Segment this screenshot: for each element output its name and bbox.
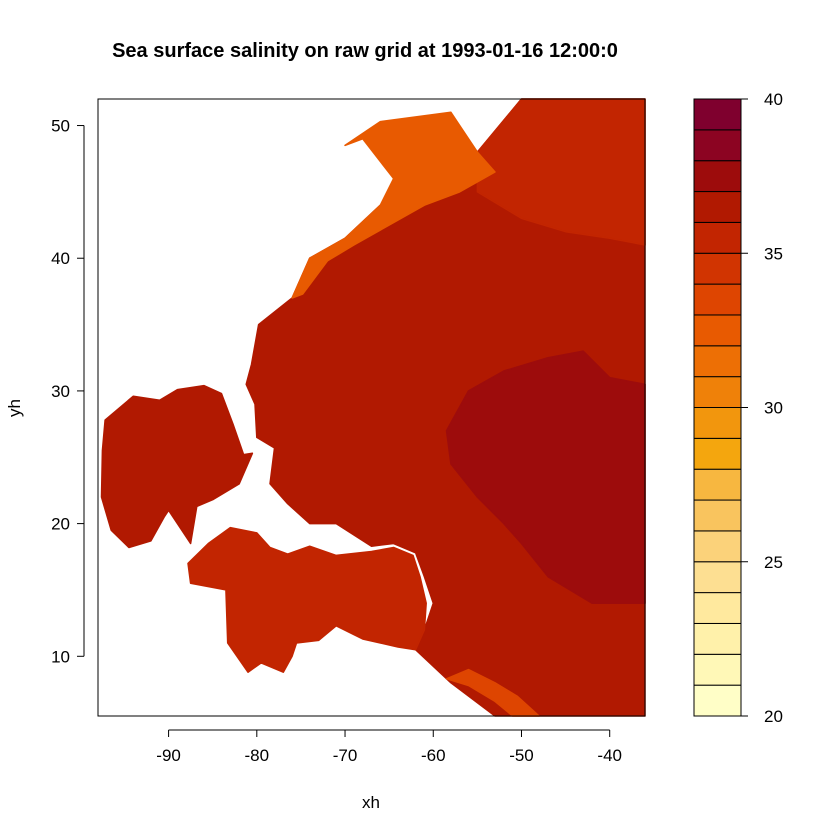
legend-swatch	[693, 592, 742, 624]
x-tick-label: -40	[597, 746, 622, 765]
y-tick-label: 50	[51, 117, 70, 136]
region-subtropical-maximum	[445, 350, 646, 604]
y-tick-label: 30	[51, 382, 70, 401]
legend-swatch	[693, 407, 742, 439]
region-gulf-of-mexico	[100, 384, 254, 549]
legend-swatch	[693, 191, 742, 223]
y-axis: 10 20 30 40 50	[51, 117, 85, 666]
y-tick-label: 40	[51, 249, 70, 268]
x-tick-label: -80	[245, 746, 270, 765]
legend-tick-label: 35	[764, 244, 783, 263]
legend-swatch	[693, 283, 742, 316]
legend-swatch	[693, 653, 742, 686]
color-legend: 20 25 30 35 40	[693, 90, 783, 726]
region-caribbean-sea	[187, 526, 427, 673]
legend-swatch	[693, 345, 742, 378]
legend-swatch	[693, 622, 742, 655]
legend-tick-label: 40	[764, 90, 783, 109]
legend-tick-label: 30	[764, 399, 783, 418]
x-axis: -90 -80 -70 -60 -50 -40	[156, 729, 622, 765]
region-north-atlantic-shelf	[291, 111, 496, 299]
x-tick-label: -90	[156, 746, 181, 765]
y-axis-label: yh	[5, 399, 24, 417]
legend-swatch	[693, 98, 742, 131]
y-tick-label: 10	[51, 647, 70, 666]
heatmap-plot-area	[97, 98, 646, 717]
y-tick-label: 20	[51, 515, 70, 534]
legend-tick-label: 20	[764, 707, 783, 726]
legend-swatch	[693, 221, 742, 254]
plot-frame	[97, 98, 646, 717]
legend-swatch	[693, 561, 742, 594]
legend-swatch	[693, 499, 742, 532]
x-axis-label: xh	[362, 793, 380, 812]
legend-tick-label: 25	[764, 553, 783, 572]
legend-swatch	[693, 684, 742, 717]
x-tick-label: -60	[421, 746, 446, 765]
legend-swatch	[693, 468, 742, 501]
legend-swatch	[693, 376, 742, 408]
legend-swatch	[693, 437, 742, 470]
x-tick-label: -70	[333, 746, 358, 765]
legend-swatch	[693, 129, 742, 162]
legend-swatch	[693, 314, 742, 347]
legend-swatch	[693, 252, 742, 285]
chart-title: Sea surface salinity on raw grid at 1993…	[112, 40, 618, 62]
legend-swatch	[693, 530, 742, 563]
legend-swatch	[693, 160, 742, 193]
x-tick-label: -50	[509, 746, 534, 765]
salinity-field	[100, 98, 646, 717]
